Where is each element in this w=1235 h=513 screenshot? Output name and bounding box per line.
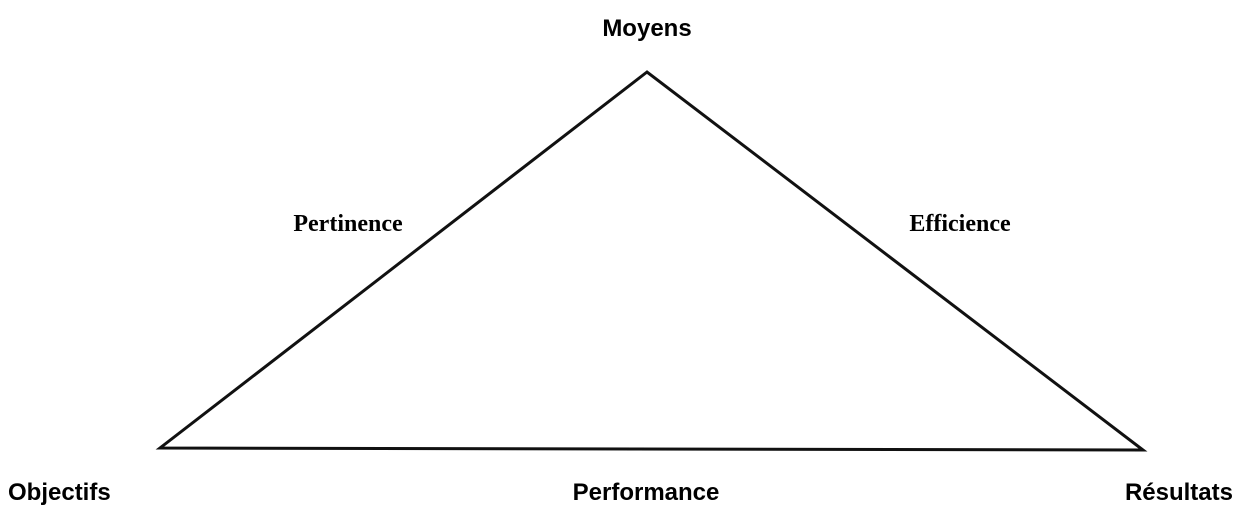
edge-label: Pertinence — [293, 211, 403, 237]
edge-label: Efficience — [909, 211, 1011, 237]
edge-label: Performance — [573, 479, 720, 506]
triangle — [155, 70, 1148, 452]
node-label: Résultats — [1125, 479, 1233, 506]
node-label: Objectifs — [8, 479, 111, 506]
node-label: Moyens — [602, 15, 691, 42]
